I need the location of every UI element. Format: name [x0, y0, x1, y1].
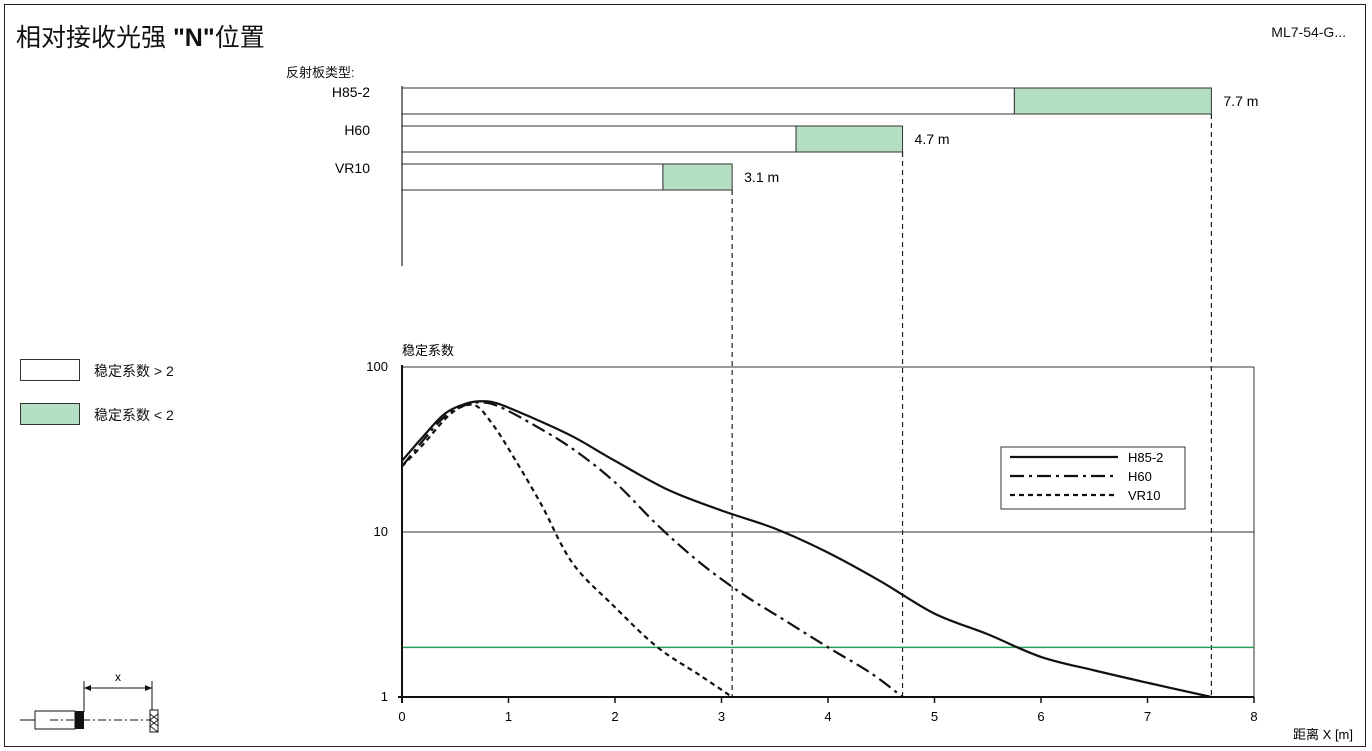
- bar-unstable-2: [662, 163, 733, 191]
- y-tick-label-0: 1: [381, 689, 388, 704]
- series-line-vr10: [401, 403, 733, 698]
- x-axis-label: 距离 X [m]: [1293, 727, 1353, 742]
- title-text: 相对接收光强: [16, 24, 173, 52]
- reflector-hatch-icon: [149, 713, 159, 733]
- x-tick-label-3: 3: [718, 709, 725, 724]
- y-tick-label-1: 10: [374, 524, 388, 539]
- x-tick-label-0: 0: [398, 709, 405, 724]
- legend-swatch-stable: [20, 359, 80, 381]
- legend-label-unstable: 稳定系数 < 2: [94, 407, 174, 423]
- reflector-name-0: H85-2: [332, 84, 370, 100]
- x-tick-label-2: 2: [611, 709, 618, 724]
- legend-label-stable: 稳定系数 > 2: [94, 363, 174, 379]
- diagram-dim-arrows: [84, 685, 152, 691]
- reflector-icon: [149, 709, 159, 733]
- series-line-h85-2: [401, 400, 1212, 699]
- title-bold: "N": [172, 24, 215, 52]
- bar-stable-1: [401, 125, 797, 153]
- range-label-1: 4.7 m: [915, 131, 950, 147]
- diagram-distance-label: x: [115, 670, 121, 684]
- bar-stable-0: [401, 87, 1015, 115]
- bar-unstable-1: [795, 125, 904, 153]
- reflector-name-2: VR10: [335, 160, 370, 176]
- range-label-2: 3.1 m: [744, 169, 779, 185]
- y-axis-label: 稳定系数: [402, 343, 454, 358]
- title-tail: 位置: [214, 24, 265, 52]
- legend-label-1: H60: [1128, 469, 1152, 484]
- product-code: ML7-54-G...: [1271, 24, 1346, 40]
- x-tick-label-6: 6: [1037, 709, 1044, 724]
- legend-swatch-unstable: [20, 403, 80, 425]
- y-tick-label-2: 100: [366, 359, 388, 374]
- sensor-lens-icon: [75, 711, 84, 729]
- x-tick-label-1: 1: [505, 709, 512, 724]
- x-tick-label-4: 4: [824, 709, 831, 724]
- reflector-name-1: H60: [344, 122, 370, 138]
- reflector-type-header: 反射板类型:: [286, 65, 355, 80]
- legend-label-2: VR10: [1128, 488, 1161, 503]
- legend-label-0: H85-2: [1128, 450, 1163, 465]
- page-title: 相对接收光强 "N"位置: [16, 18, 265, 54]
- x-tick-label-8: 8: [1250, 709, 1257, 724]
- bar-unstable-0: [1013, 87, 1212, 115]
- x-tick-label-5: 5: [931, 709, 938, 724]
- x-tick-label-7: 7: [1144, 709, 1151, 724]
- bar-stable-2: [401, 163, 664, 191]
- series-line-h60: [401, 401, 904, 698]
- range-label-0: 7.7 m: [1223, 93, 1258, 109]
- figure-frame: [4, 4, 1366, 747]
